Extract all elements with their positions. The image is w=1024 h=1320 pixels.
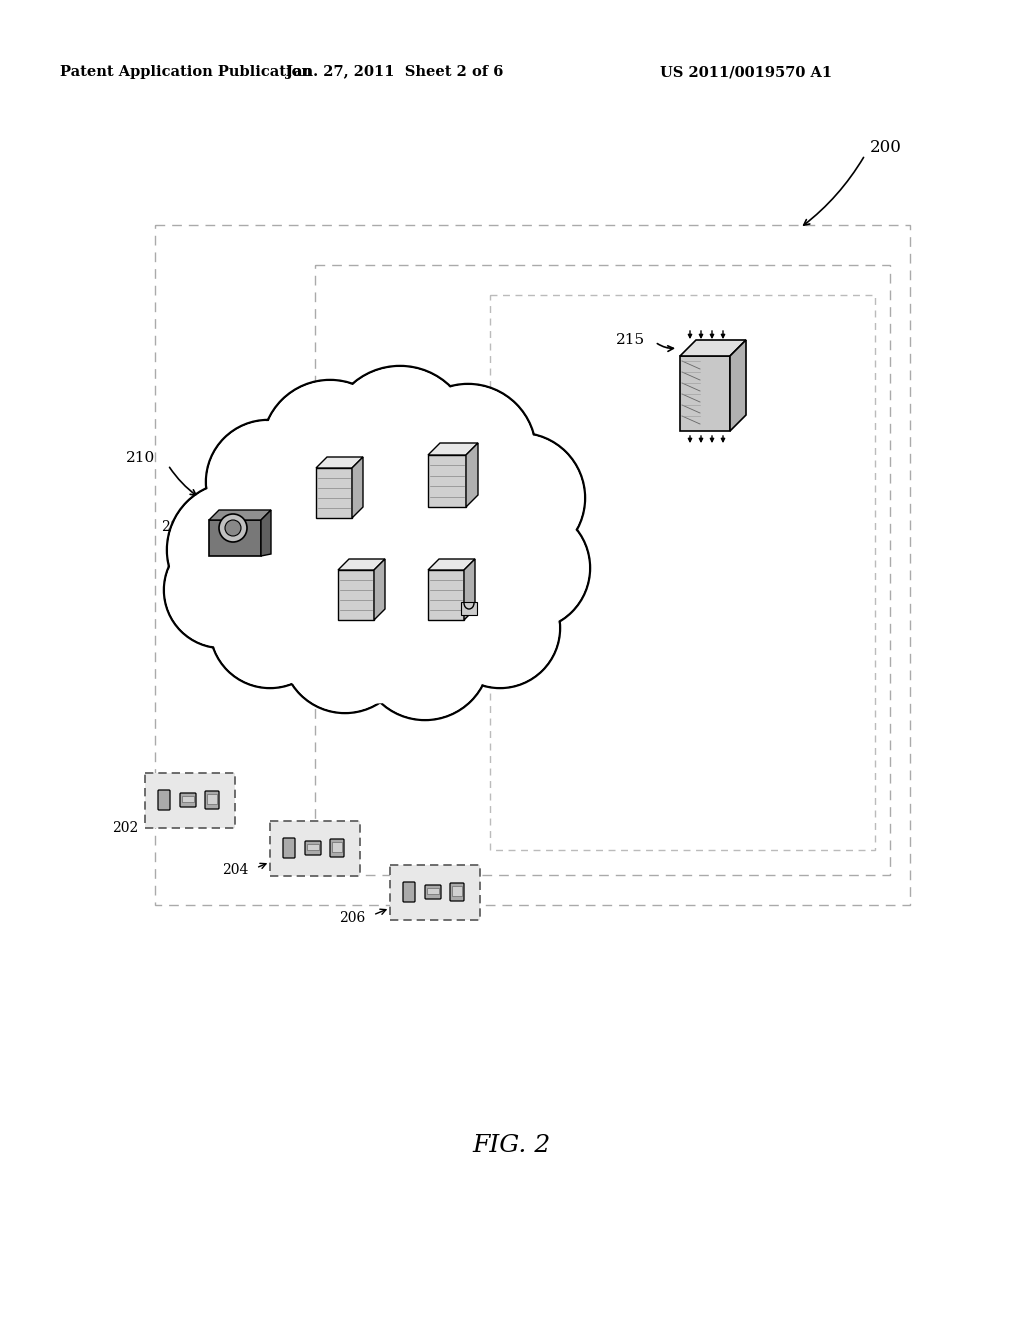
- Circle shape: [262, 380, 398, 516]
- Text: 210: 210: [126, 451, 155, 465]
- Text: 206: 206: [339, 911, 365, 925]
- Circle shape: [167, 482, 303, 618]
- Circle shape: [440, 568, 560, 688]
- Circle shape: [212, 570, 329, 686]
- Circle shape: [166, 533, 279, 647]
- Circle shape: [360, 590, 490, 719]
- Text: 215: 215: [615, 333, 645, 347]
- FancyBboxPatch shape: [305, 841, 321, 855]
- Bar: [315, 265, 890, 875]
- Circle shape: [468, 508, 588, 628]
- Text: Network(s): Network(s): [316, 533, 403, 546]
- Circle shape: [401, 385, 535, 519]
- Circle shape: [169, 484, 301, 616]
- Polygon shape: [680, 341, 746, 356]
- FancyBboxPatch shape: [270, 821, 360, 876]
- Text: FIG. 2: FIG. 2: [473, 1134, 551, 1156]
- Circle shape: [210, 385, 530, 705]
- FancyBboxPatch shape: [403, 882, 415, 902]
- Circle shape: [328, 366, 472, 510]
- Polygon shape: [209, 510, 271, 520]
- Circle shape: [455, 433, 585, 564]
- Bar: [155, 224, 910, 906]
- Bar: [428, 455, 466, 507]
- Polygon shape: [374, 558, 385, 620]
- Polygon shape: [352, 457, 362, 517]
- Circle shape: [282, 587, 408, 713]
- FancyBboxPatch shape: [283, 838, 295, 858]
- FancyBboxPatch shape: [145, 774, 234, 828]
- Polygon shape: [428, 558, 475, 570]
- Polygon shape: [428, 444, 478, 455]
- Circle shape: [400, 384, 536, 520]
- Polygon shape: [261, 510, 271, 556]
- Circle shape: [330, 368, 470, 508]
- Circle shape: [284, 589, 407, 711]
- Polygon shape: [338, 558, 385, 570]
- Bar: [332, 842, 342, 851]
- Text: 204: 204: [221, 863, 248, 876]
- FancyBboxPatch shape: [180, 793, 196, 807]
- Bar: [338, 570, 374, 620]
- Text: 216: 216: [289, 603, 315, 616]
- Bar: [490, 294, 874, 850]
- FancyBboxPatch shape: [461, 602, 477, 615]
- Text: 211: 211: [162, 520, 188, 535]
- Text: US 2011/0019570 A1: US 2011/0019570 A1: [660, 65, 833, 79]
- Text: 214: 214: [393, 436, 420, 449]
- Circle shape: [206, 420, 330, 544]
- Polygon shape: [730, 341, 746, 432]
- Circle shape: [164, 532, 280, 648]
- FancyBboxPatch shape: [158, 789, 170, 810]
- Circle shape: [441, 570, 558, 686]
- FancyBboxPatch shape: [450, 883, 464, 902]
- Circle shape: [208, 422, 329, 543]
- Circle shape: [264, 381, 396, 515]
- Circle shape: [457, 434, 584, 561]
- FancyBboxPatch shape: [390, 865, 480, 920]
- Polygon shape: [316, 457, 362, 469]
- Bar: [452, 886, 462, 896]
- Text: Patent Application Publication: Patent Application Publication: [60, 65, 312, 79]
- Circle shape: [219, 513, 247, 543]
- Polygon shape: [464, 558, 475, 620]
- Circle shape: [212, 387, 528, 704]
- Bar: [307, 843, 319, 850]
- Text: 200: 200: [870, 140, 902, 157]
- FancyBboxPatch shape: [205, 791, 219, 809]
- Polygon shape: [466, 444, 478, 507]
- Bar: [428, 570, 464, 620]
- Text: 202: 202: [112, 821, 138, 836]
- Text: 212: 212: [280, 447, 306, 462]
- Bar: [207, 795, 217, 804]
- Circle shape: [361, 591, 488, 718]
- Circle shape: [466, 506, 590, 630]
- Circle shape: [210, 568, 330, 688]
- FancyBboxPatch shape: [330, 840, 344, 857]
- Bar: [427, 888, 439, 894]
- Bar: [182, 796, 194, 803]
- Bar: [316, 469, 352, 517]
- Circle shape: [225, 520, 241, 536]
- FancyBboxPatch shape: [209, 520, 261, 556]
- Bar: [680, 356, 730, 432]
- FancyBboxPatch shape: [425, 884, 441, 899]
- Text: 218: 218: [379, 603, 406, 616]
- Text: Jan. 27, 2011  Sheet 2 of 6: Jan. 27, 2011 Sheet 2 of 6: [287, 65, 504, 79]
